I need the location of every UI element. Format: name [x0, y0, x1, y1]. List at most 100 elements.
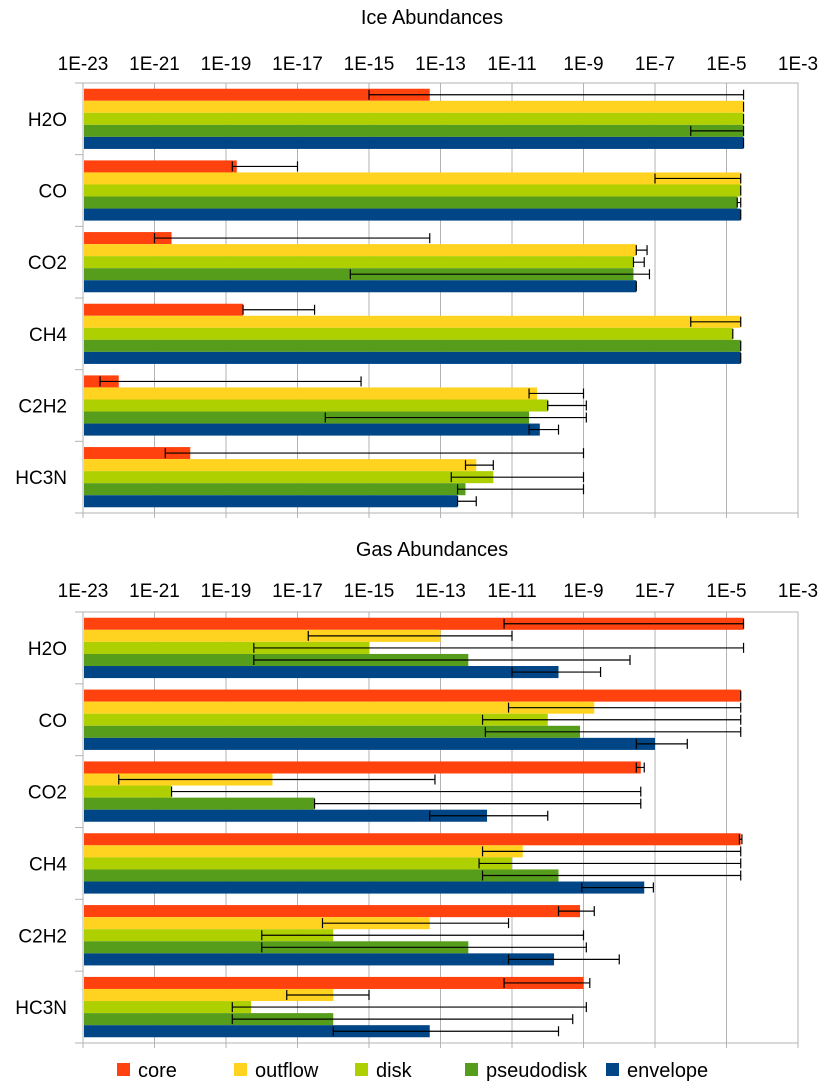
- x-tick-label: 1E-9: [563, 54, 603, 75]
- error-bar-core-hc3n: [164, 448, 585, 459]
- category-label-co2: CO2: [28, 783, 67, 804]
- error-bar-disk-hc3n: [231, 1002, 587, 1013]
- bar-core-co: [84, 689, 741, 702]
- x-tick-label: 1E-7: [635, 54, 675, 75]
- legend-label-outflow: outflow: [255, 1060, 319, 1082]
- error-bar-core-ch4: [738, 834, 743, 845]
- bar-envelope-co: [84, 737, 655, 750]
- bar-outflow-hc3n: [84, 988, 334, 1002]
- bar-core-hc3n: [84, 447, 191, 460]
- bar-outflow-h2o: [84, 100, 744, 113]
- error-bar-disk-hc3n: [450, 472, 585, 483]
- category-label-c2h2: C2H2: [18, 926, 67, 947]
- bar-disk-c2h2: [84, 929, 334, 942]
- bar-pseudodisk-co2: [84, 797, 315, 810]
- chart-title: Ice Abundances: [361, 7, 503, 29]
- error-bar-pseudodisk-co2: [349, 269, 651, 280]
- error-bar-outflow-ch4: [481, 846, 742, 857]
- legend-label-core: core: [138, 1060, 177, 1082]
- x-tick-label: 1E-15: [344, 54, 395, 75]
- legend-swatch-pseudodisk: [465, 1063, 478, 1076]
- category-label-c2h2: C2H2: [18, 397, 67, 418]
- x-tick-label: 1E-9: [563, 581, 603, 602]
- bar-pseudodisk-co: [84, 725, 581, 738]
- x-tick-label: 1E-19: [201, 581, 252, 602]
- bar-core-h2o: [84, 617, 744, 630]
- bar-pseudodisk-ch4: [84, 869, 559, 882]
- x-tick-label: 1E-5: [706, 54, 746, 75]
- error-bar-core-co2: [153, 233, 431, 244]
- error-bar-outflow-hc3n: [464, 460, 494, 471]
- bar-disk-ch4: [84, 857, 512, 870]
- error-bar-pseudodisk-hc3n: [456, 484, 585, 495]
- category-label-hc3n: HC3N: [15, 468, 67, 489]
- error-bar-envelope-hc3n: [332, 1026, 560, 1037]
- error-bar-pseudodisk-co2: [313, 798, 642, 809]
- error-bar-outflow-co2: [118, 774, 436, 785]
- error-bar-disk-h2o: [253, 642, 745, 653]
- x-tick-label: 1E-17: [272, 581, 323, 602]
- bar-disk-co2: [84, 256, 634, 269]
- error-bar-disk-co2: [632, 257, 645, 268]
- bar-disk-ch4: [84, 327, 733, 340]
- error-bar-disk-co2: [170, 786, 642, 797]
- x-tick-label: 1E-5: [706, 581, 746, 602]
- error-bar-pseudodisk-hc3n: [231, 1014, 574, 1025]
- bar-disk-c2h2: [84, 399, 548, 412]
- bar-envelope-h2o: [84, 666, 559, 679]
- category-label-co: CO: [39, 182, 68, 203]
- legend-swatch-outflow: [234, 1063, 247, 1076]
- bar-pseudodisk-hc3n: [84, 483, 466, 496]
- bar-outflow-h2o: [84, 629, 441, 642]
- bar-envelope-c2h2: [84, 953, 555, 966]
- bar-core-ch4: [84, 303, 244, 316]
- error-bar-outflow-h2o: [307, 630, 513, 641]
- bar-envelope-co2: [84, 280, 637, 293]
- x-tick-label: 1E-23: [58, 54, 109, 75]
- bar-outflow-c2h2: [84, 387, 537, 400]
- error-bar-pseudodisk-co: [484, 726, 742, 737]
- category-label-hc3n: HC3N: [15, 998, 67, 1019]
- bar-disk-co: [84, 184, 741, 197]
- error-bar-disk-c2h2: [547, 400, 587, 411]
- x-tick-label: 1E-11: [487, 581, 536, 602]
- error-bar-envelope-c2h2: [528, 424, 560, 435]
- error-bar-outflow-c2h2: [528, 388, 585, 399]
- error-bar-disk-c2h2: [261, 930, 585, 941]
- error-bar-envelope-co: [635, 738, 688, 749]
- x-tick-label: 1E-19: [201, 54, 252, 75]
- bar-outflow-hc3n: [84, 459, 477, 472]
- x-tick-label: 1E-13: [415, 581, 466, 602]
- error-bar-outflow-co: [507, 702, 742, 713]
- category-label-co2: CO2: [28, 253, 67, 274]
- error-bar-outflow-ch4: [690, 316, 742, 327]
- error-bar-outflow-c2h2: [321, 918, 510, 929]
- error-bar-envelope-c2h2: [507, 954, 620, 965]
- error-bar-envelope-h2o: [511, 667, 602, 678]
- legend-label-pseudodisk: pseudodisk: [486, 1060, 588, 1082]
- bar-pseudodisk-h2o: [84, 124, 744, 137]
- bar-disk-h2o: [84, 112, 744, 125]
- bar-outflow-co: [84, 701, 595, 714]
- bar-core-ch4: [84, 833, 741, 846]
- bar-pseudodisk-c2h2: [84, 411, 530, 424]
- x-tick-label: 1E-7: [635, 581, 675, 602]
- bar-pseudodisk-hc3n: [84, 1013, 334, 1026]
- bar-outflow-c2h2: [84, 917, 430, 930]
- bar-envelope-hc3n: [84, 1025, 430, 1038]
- bar-core-co2: [84, 232, 172, 245]
- x-tick-label: 1E-21: [129, 581, 180, 602]
- bar-disk-co2: [84, 785, 172, 798]
- category-label-co: CO: [39, 711, 68, 732]
- category-label-ch4: CH4: [29, 325, 67, 346]
- legend-swatch-envelope: [606, 1063, 619, 1076]
- category-label-h2o: H2O: [28, 639, 67, 660]
- bar-envelope-co: [84, 208, 741, 221]
- error-bar-core-c2h2: [99, 376, 362, 387]
- bar-envelope-ch4: [84, 881, 645, 894]
- error-bar-core-c2h2: [557, 906, 595, 917]
- legend-swatch-core: [117, 1063, 130, 1076]
- error-bar-core-ch4: [242, 304, 316, 315]
- bar-envelope-c2h2: [84, 423, 540, 436]
- bar-core-co: [84, 160, 237, 173]
